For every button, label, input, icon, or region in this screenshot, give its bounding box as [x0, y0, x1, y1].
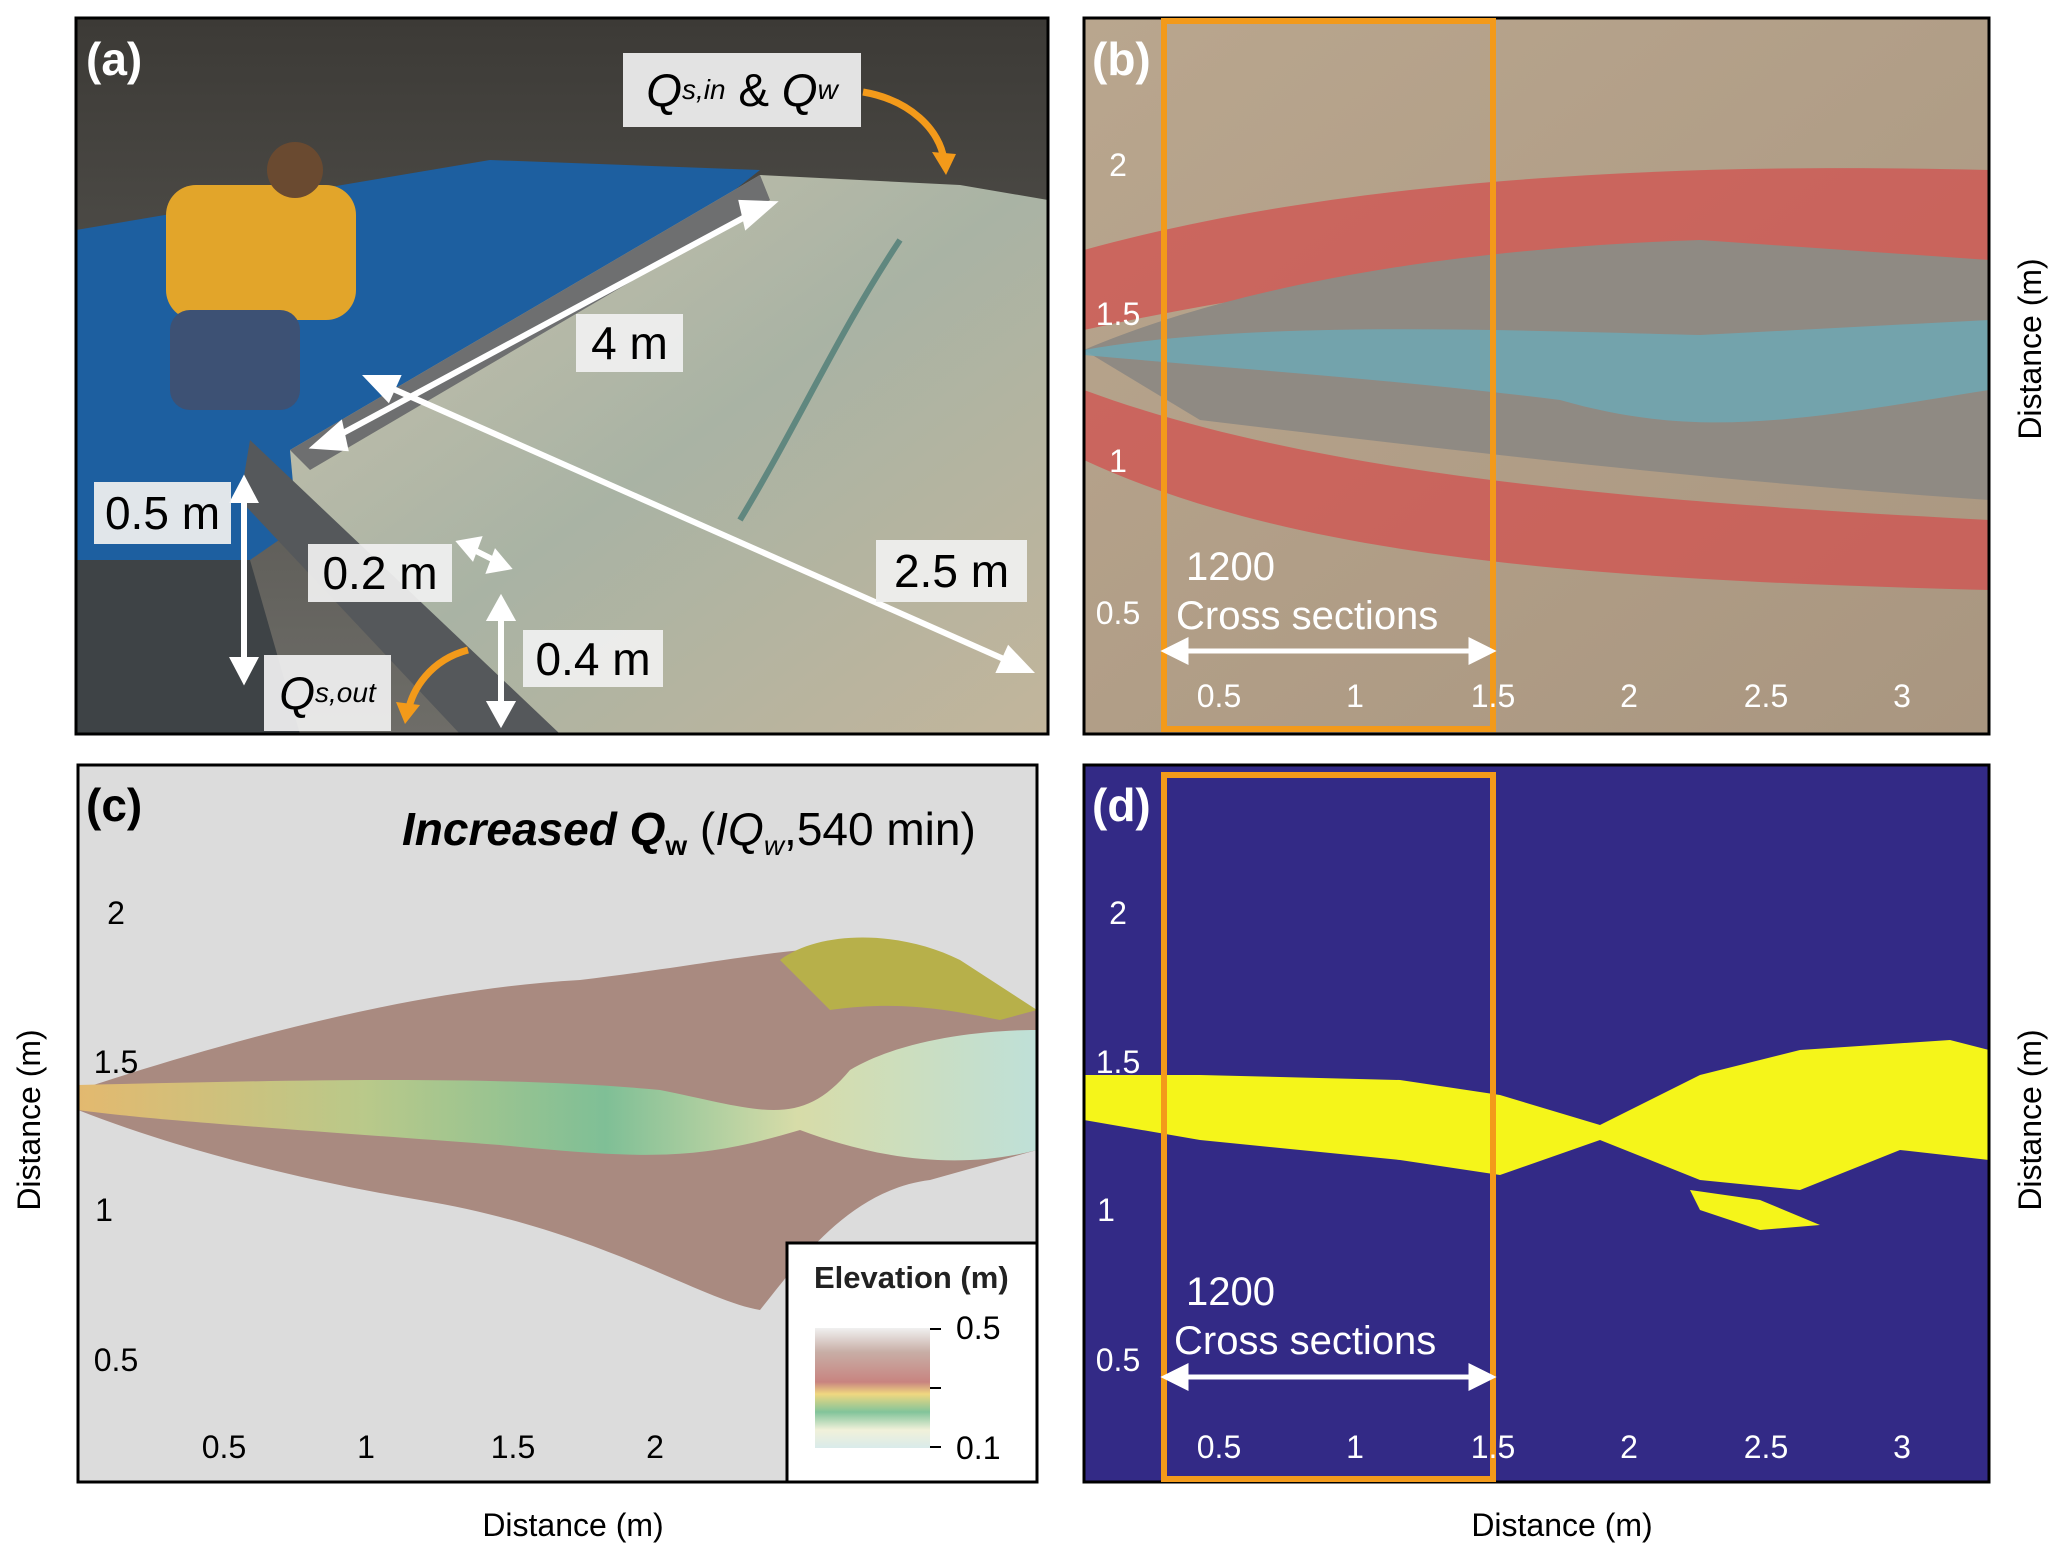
b-x-tick: 2.5 [1743, 678, 1789, 714]
d-x-tick: 1 [1346, 1429, 1364, 1465]
c-y-tick: 0.5 [93, 1342, 139, 1378]
c-y-tick: 1.5 [93, 1044, 139, 1080]
title-paren: ( [699, 803, 716, 855]
inflow-arrow [862, 88, 948, 161]
cross-section-box-d [1161, 772, 1496, 1482]
b-x-tick: 1 [1346, 678, 1364, 714]
outlet-width-label: 0.2 m [308, 544, 452, 602]
panel-a-label: (a) [86, 33, 143, 85]
d-y-tick: 1.5 [1095, 1044, 1141, 1080]
d-cross-section-text: Cross sections [1174, 1319, 1437, 1363]
width-arrow [380, 381, 1017, 667]
panel-d-mask [1082, 763, 1991, 1484]
red-band-bottom [1084, 390, 1989, 590]
legend-title: Elevation (m) [814, 1260, 1009, 1295]
d-x-axis-label: Distance (m) [1471, 1507, 1653, 1543]
d-x-tick: 2.5 [1743, 1429, 1789, 1465]
panel-c-label: (c) [86, 779, 143, 831]
d-x-tick: 3 [1893, 1429, 1911, 1465]
width-label: 2.5 m [876, 540, 1027, 602]
d-cross-section-count: 1200 [1186, 1270, 1275, 1314]
c-x-tick: 2 [646, 1429, 664, 1465]
d-y-axis-label: Distance (m) [2012, 1029, 2048, 1211]
title-rest: ,540 min) [784, 803, 976, 855]
qw-subscript: w [817, 74, 838, 105]
b-cross-section-count: 1200 [1186, 545, 1275, 589]
d-x-tick: 0.5 [1196, 1429, 1242, 1465]
title-bold-sub: w [665, 830, 688, 862]
title-code: IQ [715, 803, 764, 855]
qs-out-symbol: Q [279, 667, 316, 719]
channel-mask [1084, 1040, 1989, 1190]
legend-min: 0.1 [956, 1430, 1001, 1466]
b-x-tick: 1.5 [1470, 678, 1516, 714]
b-y-tick: 1 [1109, 443, 1127, 479]
d-y-tick: 0.5 [1095, 1342, 1141, 1378]
b-y-axis-label: Distance (m) [2012, 258, 2048, 440]
b-x-tick: 3 [1893, 678, 1911, 714]
eroded-bank [780, 937, 1037, 1020]
legend-max: 0.5 [956, 1310, 1001, 1346]
ampersand: & [738, 64, 770, 116]
c-x-tick: 1 [357, 1429, 375, 1465]
panel-c-dem [76, 763, 1039, 1484]
d-x-tick: 1.5 [1470, 1429, 1516, 1465]
depth-label: 0.5 m [94, 482, 231, 544]
panel-d-label: (d) [1092, 779, 1151, 831]
c-x-tick: 1.5 [490, 1429, 536, 1465]
cross-section-box-b [1161, 18, 1496, 732]
title-bold: Increased Q [402, 803, 666, 855]
person [166, 185, 356, 320]
outlet-depth-label: 0.4 m [523, 630, 663, 687]
c-x-tick: 0.5 [201, 1429, 247, 1465]
panel-a-photo [74, 16, 1050, 736]
channel-surface [78, 1030, 1037, 1161]
b-x-tick: 0.5 [1196, 678, 1242, 714]
d-y-tick: 2 [1109, 895, 1127, 931]
legend-colorbar [815, 1328, 930, 1448]
b-y-tick: 1.5 [1095, 296, 1141, 332]
panel-b-photo [1082, 16, 1991, 736]
panel-c-title: Increased Qw (IQw,540 min) [402, 806, 976, 860]
title-code-sub: w [763, 830, 785, 862]
b-x-tick: 2 [1620, 678, 1638, 714]
c-y-axis-label: Distance (m) [11, 1029, 47, 1211]
qs-subscript: s,in [681, 74, 726, 105]
length-label: 4 m [576, 314, 683, 372]
b-y-tick: 2 [1109, 147, 1127, 183]
b-y-tick: 0.5 [1095, 595, 1141, 631]
c-y-tick: 2 [107, 895, 125, 931]
qs-symbol: Q [646, 64, 682, 116]
length-arrow [328, 207, 760, 443]
d-y-tick: 1 [1097, 1192, 1115, 1228]
b-cross-section-text: Cross sections [1176, 594, 1439, 638]
qw-symbol: Q [781, 64, 818, 116]
d-x-tick: 2 [1620, 1429, 1638, 1465]
qs-out-subscript: s,out [315, 677, 376, 708]
panel-b-label: (b) [1092, 33, 1151, 85]
c-y-tick: 1 [95, 1192, 113, 1228]
red-band-top [1084, 168, 1989, 330]
c-x-axis-label: Distance (m) [482, 1507, 664, 1543]
channel-water [1084, 320, 1989, 423]
